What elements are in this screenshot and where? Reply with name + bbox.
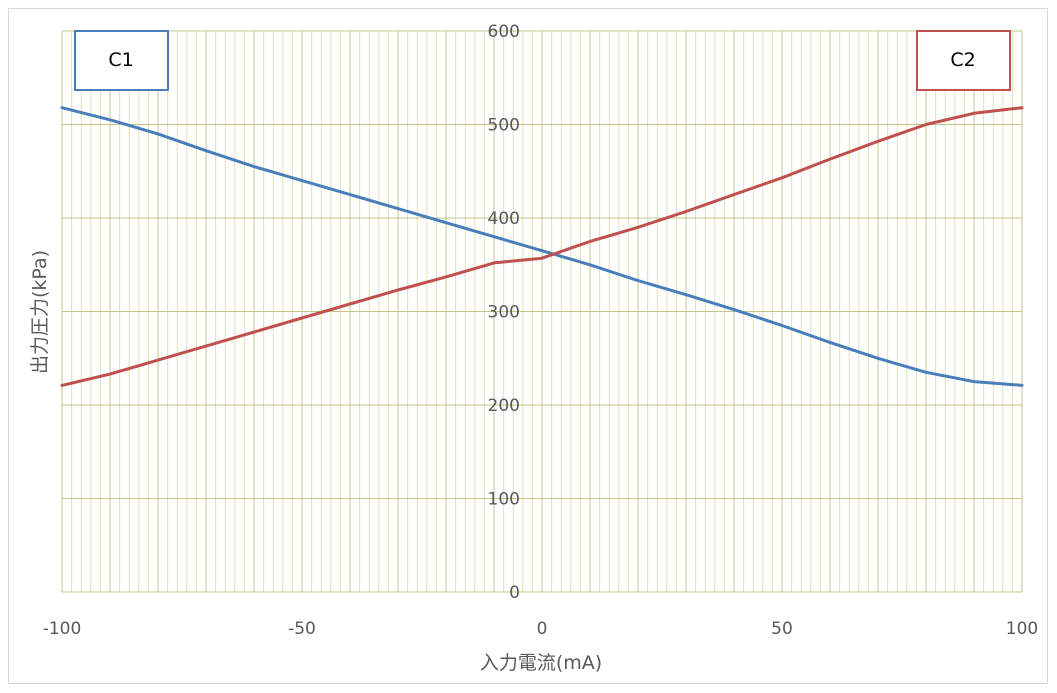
x-tick-labels: -100 -50 0 50 100: [43, 619, 1039, 639]
major-gridlines: [61, 30, 1023, 593]
x-tick-label: -100: [43, 619, 82, 639]
legend-c2: C2: [916, 30, 1011, 91]
y-tick-label: 100: [488, 490, 520, 510]
legend-c1-label: C1: [108, 49, 133, 71]
series-layer: [60, 106, 1024, 387]
x-tick-label: 100: [1006, 619, 1038, 639]
y-tick-label: 0: [509, 583, 520, 603]
y-tick-label: 400: [488, 209, 520, 229]
legend-c2-label: C2: [950, 49, 975, 71]
y-tick-label: 600: [488, 22, 520, 42]
y-tick-label: 300: [488, 303, 520, 323]
chart-frame: [8, 8, 1048, 684]
y-tick-label: 500: [488, 116, 520, 136]
y-tick-labels: 0 100 200 300 400 500 600: [488, 22, 520, 603]
legend-c2-box: [916, 30, 1011, 91]
x-tick-label: 0: [537, 619, 548, 639]
legend-c1-box: [74, 30, 169, 91]
x-tick-label: 50: [771, 619, 793, 639]
y-tick-label: 200: [488, 396, 520, 416]
legend-c1: C1: [74, 30, 169, 91]
y-axis-title: 出力圧力(kPa): [29, 250, 51, 374]
series-line-c2: [60, 106, 1024, 387]
x-tick-label: -50: [288, 619, 316, 639]
series-line-c1: [60, 106, 1024, 387]
x-axis-title: 入力電流(mA): [480, 652, 602, 674]
